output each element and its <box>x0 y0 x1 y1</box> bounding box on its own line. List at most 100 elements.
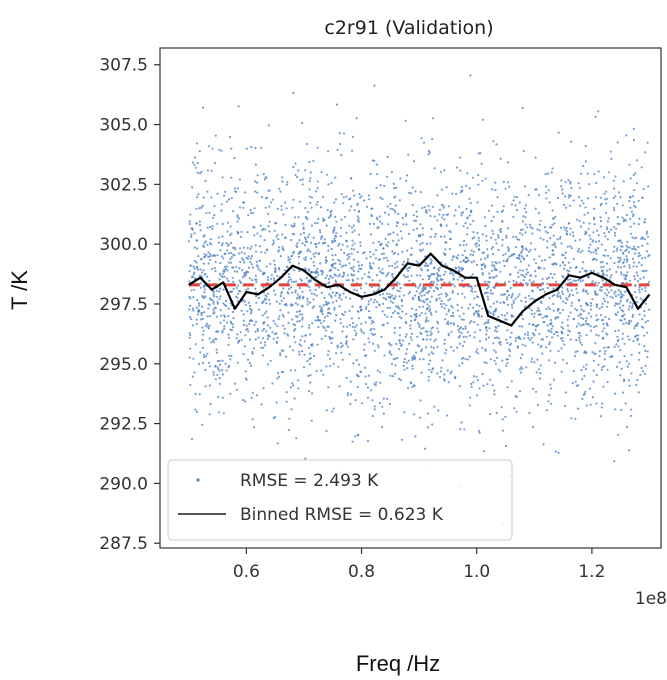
scatter-point <box>251 266 254 269</box>
scatter-point <box>524 216 527 219</box>
scatter-point <box>447 205 450 208</box>
scatter-point <box>598 240 601 243</box>
scatter-point <box>294 173 297 177</box>
scatter-point <box>419 248 422 251</box>
scatter-point <box>528 279 531 282</box>
scatter-point <box>589 302 593 305</box>
scatter-point <box>551 325 554 328</box>
scatter-point <box>380 252 383 256</box>
scatter-point <box>359 287 362 290</box>
scatter-point <box>638 217 641 220</box>
scatter-point <box>532 387 535 390</box>
scatter-point <box>217 241 220 244</box>
scatter-point <box>346 254 349 257</box>
scatter-point <box>411 307 414 310</box>
scatter-point <box>485 239 488 242</box>
scatter-point <box>552 253 555 256</box>
scatter-point <box>263 239 266 242</box>
scatter-point <box>507 248 510 251</box>
scatter-point <box>548 256 551 259</box>
scatter-point <box>462 258 465 262</box>
scatter-point <box>493 276 496 279</box>
scatter-point <box>392 358 395 361</box>
scatter-point <box>527 336 530 340</box>
scatter-point <box>603 176 606 179</box>
scatter-point <box>298 269 301 272</box>
scatter-point <box>248 319 252 323</box>
scatter-point <box>292 323 295 326</box>
scatter-point <box>634 252 637 255</box>
scatter-point <box>581 377 584 381</box>
scatter-point <box>512 215 515 219</box>
scatter-point <box>478 431 481 434</box>
scatter-point <box>462 244 465 247</box>
scatter-point <box>642 276 645 279</box>
scatter-point <box>208 324 211 327</box>
scatter-point <box>436 194 439 197</box>
scatter-point <box>472 375 476 378</box>
scatter-point <box>642 326 645 329</box>
scatter-point <box>219 249 222 252</box>
scatter-point <box>287 321 290 324</box>
scatter-point <box>487 286 490 289</box>
scatter-point <box>394 357 397 360</box>
scatter-point <box>478 340 482 343</box>
y-tick-label: 295.0 <box>99 355 148 375</box>
scatter-point <box>307 248 310 251</box>
scatter-point <box>516 346 520 349</box>
scatter-point <box>483 361 486 364</box>
scatter-point <box>450 314 453 318</box>
scatter-point <box>453 285 456 288</box>
scatter-point <box>261 337 265 340</box>
scatter-point <box>368 317 371 320</box>
scatter-point <box>333 237 336 240</box>
scatter-point <box>447 322 450 326</box>
scatter-point <box>564 195 567 198</box>
scatter-point <box>393 297 396 300</box>
scatter-point <box>311 306 314 309</box>
scatter-point <box>429 300 432 303</box>
scatter-point <box>449 298 452 301</box>
scatter-point <box>606 238 609 241</box>
scatter-point <box>310 257 313 260</box>
scatter-point <box>247 301 251 304</box>
scatter-point <box>556 197 560 200</box>
scatter-point <box>265 330 268 333</box>
scatter-point <box>565 233 569 236</box>
scatter-point <box>506 341 509 345</box>
scatter-point <box>572 257 575 261</box>
scatter-point <box>356 202 359 205</box>
scatter-point <box>469 253 472 256</box>
scatter-point <box>375 306 378 309</box>
scatter-point <box>643 334 646 337</box>
scatter-point <box>337 244 340 247</box>
scatter-point <box>581 323 585 326</box>
scatter-point <box>562 327 565 330</box>
scatter-point <box>242 353 245 356</box>
scatter-point <box>448 272 452 275</box>
scatter-point <box>552 217 555 221</box>
scatter-point <box>410 338 413 341</box>
scatter-point <box>430 345 433 348</box>
scatter-point <box>606 305 609 308</box>
scatter-point <box>359 196 362 199</box>
scatter-point <box>461 292 464 295</box>
scatter-point <box>447 332 450 335</box>
scatter-point <box>633 245 636 248</box>
scatter-point <box>427 274 430 277</box>
scatter-point <box>264 251 267 254</box>
scatter-point <box>554 280 558 283</box>
scatter-point <box>390 353 393 356</box>
scatter-point <box>529 248 532 252</box>
scatter-point <box>611 296 614 299</box>
scatter-point <box>586 211 590 214</box>
scatter-point <box>600 368 603 371</box>
scatter-point <box>542 282 545 285</box>
scatter-point <box>285 391 288 394</box>
scatter-point <box>281 313 284 316</box>
scatter-point <box>632 340 635 343</box>
scatter-point <box>212 302 215 305</box>
scatter-point <box>425 318 428 322</box>
scatter-point <box>584 270 588 273</box>
scatter-point <box>476 379 479 382</box>
